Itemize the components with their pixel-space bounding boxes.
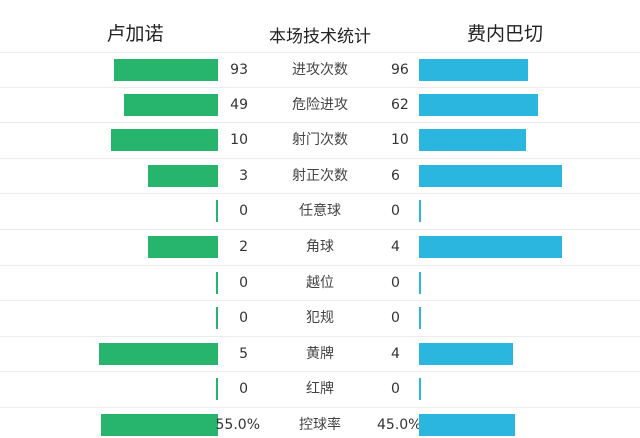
stat-label: 任意球 bbox=[299, 203, 341, 220]
away-stat-value: 0 bbox=[391, 203, 400, 220]
home-stat-bar bbox=[216, 307, 218, 330]
home-team-name: 卢加诺 bbox=[106, 23, 164, 45]
away-stat-value: 6 bbox=[391, 167, 400, 184]
home-stat-bar bbox=[148, 164, 218, 187]
home-stat-value: 3 bbox=[239, 167, 248, 184]
stat-row: 55.0% 控球率 45.0% bbox=[0, 408, 640, 438]
stat-label: 进攻次数 bbox=[292, 62, 348, 78]
home-stat-bar bbox=[99, 342, 218, 365]
away-stat-bar bbox=[419, 342, 513, 365]
home-stat-value: 0 bbox=[239, 310, 248, 327]
away-stat-value: 0 bbox=[391, 381, 400, 398]
stat-label: 红牌 bbox=[306, 381, 334, 398]
stat-row: 0 越位 0 bbox=[0, 266, 640, 302]
away-stat-value: 96 bbox=[391, 62, 409, 78]
away-stat-value: 45.0% bbox=[377, 416, 422, 433]
home-stat-value: 55.0% bbox=[215, 416, 260, 433]
home-stat-value: 93 bbox=[230, 62, 248, 78]
away-stat-bar bbox=[419, 93, 538, 116]
home-stat-value: 2 bbox=[239, 238, 248, 255]
home-stat-value: 10 bbox=[230, 132, 248, 149]
home-stat-value: 0 bbox=[239, 381, 248, 398]
away-stat-bar bbox=[419, 200, 421, 223]
stat-row: 0 犯规 0 bbox=[0, 301, 640, 337]
away-stat-value: 10 bbox=[391, 132, 409, 149]
away-stat-value: 4 bbox=[391, 238, 400, 255]
away-stat-value: 0 bbox=[391, 310, 400, 327]
stat-label: 控球率 bbox=[299, 416, 341, 433]
away-stat-bar bbox=[419, 413, 515, 436]
home-stat-value: 0 bbox=[239, 203, 248, 220]
stat-label: 射门次数 bbox=[292, 132, 348, 149]
stat-label: 角球 bbox=[306, 238, 334, 255]
stats-header: 卢加诺 本场技术统计 费内巴切 bbox=[0, 0, 640, 56]
stat-row: 3 射正次数 6 bbox=[0, 159, 640, 195]
away-stat-value: 0 bbox=[391, 274, 400, 291]
stat-label: 越位 bbox=[306, 274, 334, 291]
away-stat-bar bbox=[419, 271, 421, 294]
home-stat-bar bbox=[101, 413, 218, 436]
page-title: 本场技术统计 bbox=[269, 27, 371, 47]
home-stat-bar bbox=[114, 59, 218, 81]
stat-row: 10 射门次数 10 bbox=[0, 123, 640, 159]
away-stat-bar bbox=[419, 59, 528, 81]
home-stat-bar bbox=[111, 129, 218, 152]
stat-row: 5 黄牌 4 bbox=[0, 337, 640, 373]
stat-row: 0 任意球 0 bbox=[0, 194, 640, 230]
stat-label: 危险进攻 bbox=[292, 96, 348, 113]
home-stat-value: 49 bbox=[230, 96, 248, 113]
away-stat-value: 62 bbox=[391, 96, 409, 113]
home-stat-value: 5 bbox=[239, 345, 248, 362]
stat-row: 93 进攻次数 96 bbox=[0, 52, 640, 88]
home-stat-bar bbox=[216, 200, 218, 223]
away-stat-value: 4 bbox=[391, 345, 400, 362]
stat-label: 犯规 bbox=[306, 310, 334, 327]
away-stat-bar bbox=[419, 307, 421, 330]
away-stat-bar bbox=[419, 164, 562, 187]
home-stat-bar bbox=[124, 93, 218, 116]
away-stat-bar bbox=[419, 235, 562, 258]
away-stat-bar bbox=[419, 129, 526, 152]
home-stat-bar bbox=[148, 235, 218, 258]
home-stat-value: 0 bbox=[239, 274, 248, 291]
stat-row: 2 角球 4 bbox=[0, 230, 640, 266]
home-stat-bar bbox=[216, 378, 218, 401]
home-stat-bar bbox=[216, 271, 218, 294]
away-team-name: 费内巴切 bbox=[466, 23, 543, 45]
stats-table: 93 进攻次数 96 49 危险进攻 62 10 射门次数 10 3 射正次数 6 0 任意球 0 2 角球 4 0… bbox=[0, 52, 640, 438]
stat-row: 49 危险进攻 62 bbox=[0, 88, 640, 124]
stat-label: 射正次数 bbox=[292, 167, 348, 184]
stat-row: 0 红牌 0 bbox=[0, 372, 640, 408]
away-stat-bar bbox=[419, 378, 421, 401]
stat-label: 黄牌 bbox=[306, 345, 334, 362]
